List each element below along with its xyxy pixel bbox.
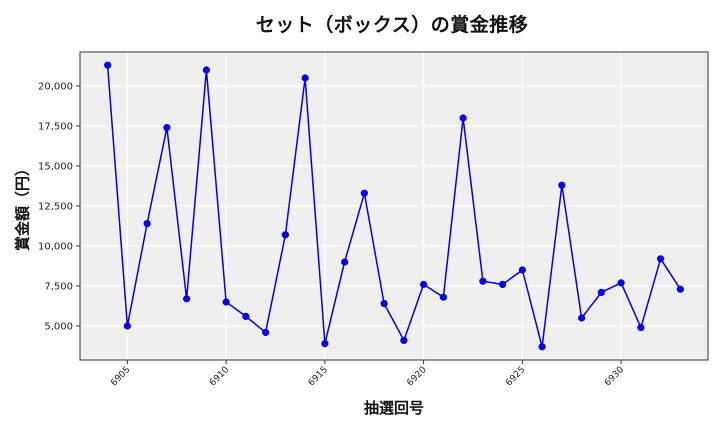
data-point-marker xyxy=(499,280,507,288)
data-point-marker xyxy=(143,220,151,228)
x-tick-label: 6925 xyxy=(504,365,527,388)
data-point-marker xyxy=(242,312,250,320)
gridlines xyxy=(80,52,708,360)
y-tick-label: 5,000 xyxy=(44,322,73,333)
chart-title: セット（ボックス）の賞金推移 xyxy=(255,14,529,36)
x-tick-label: 6930 xyxy=(603,365,626,388)
data-point-marker xyxy=(538,343,546,351)
x-tick-label: 6915 xyxy=(307,365,330,388)
data-point-marker xyxy=(123,322,131,330)
data-point-marker xyxy=(439,293,447,301)
data-point-marker xyxy=(380,300,388,308)
data-point-marker xyxy=(558,181,566,189)
y-tick-label: 17,500 xyxy=(38,122,73,133)
data-point-marker xyxy=(597,288,605,296)
x-tick-label: 6920 xyxy=(405,365,428,388)
data-point-marker xyxy=(617,279,625,287)
data-point-marker xyxy=(578,314,586,322)
data-point-marker xyxy=(281,231,289,239)
data-point-marker xyxy=(637,324,645,332)
data-point-marker xyxy=(321,340,329,348)
data-point-marker xyxy=(262,328,270,336)
x-axis-label: 抽選回号 xyxy=(363,399,424,417)
y-tick-label: 20,000 xyxy=(38,82,73,93)
data-point-marker xyxy=(222,298,230,306)
data-point-marker xyxy=(301,74,309,82)
data-series xyxy=(104,61,684,351)
data-point-marker xyxy=(400,336,408,344)
y-tick-label: 12,500 xyxy=(38,202,73,213)
data-point-marker xyxy=(518,266,526,274)
x-axis-ticks: 6905 6910 6915 6920 6925 6930 xyxy=(109,360,626,388)
data-point-marker xyxy=(341,258,349,266)
data-point-marker xyxy=(420,280,428,288)
series-line xyxy=(106,65,682,347)
data-point-marker xyxy=(202,66,210,74)
data-point-marker xyxy=(459,114,467,122)
x-tick-label: 6910 xyxy=(208,365,231,388)
data-point-marker xyxy=(360,189,368,197)
data-point-marker xyxy=(657,255,665,263)
x-tick-label: 6905 xyxy=(109,365,132,388)
data-point-marker xyxy=(183,295,191,303)
y-tick-label: 15,000 xyxy=(38,162,73,173)
data-point-marker xyxy=(104,61,112,69)
y-axis-ticks: 5,000 7,500 10,000 12,500 15,000 17,500 20,000 xyxy=(38,82,80,333)
y-tick-label: 10,000 xyxy=(38,242,73,253)
data-point-marker xyxy=(163,124,171,132)
y-axis-label: 賞金額（円） xyxy=(13,160,32,252)
data-point-marker xyxy=(676,285,684,293)
data-point-marker xyxy=(479,277,487,285)
y-tick-label: 7,500 xyxy=(44,282,73,293)
